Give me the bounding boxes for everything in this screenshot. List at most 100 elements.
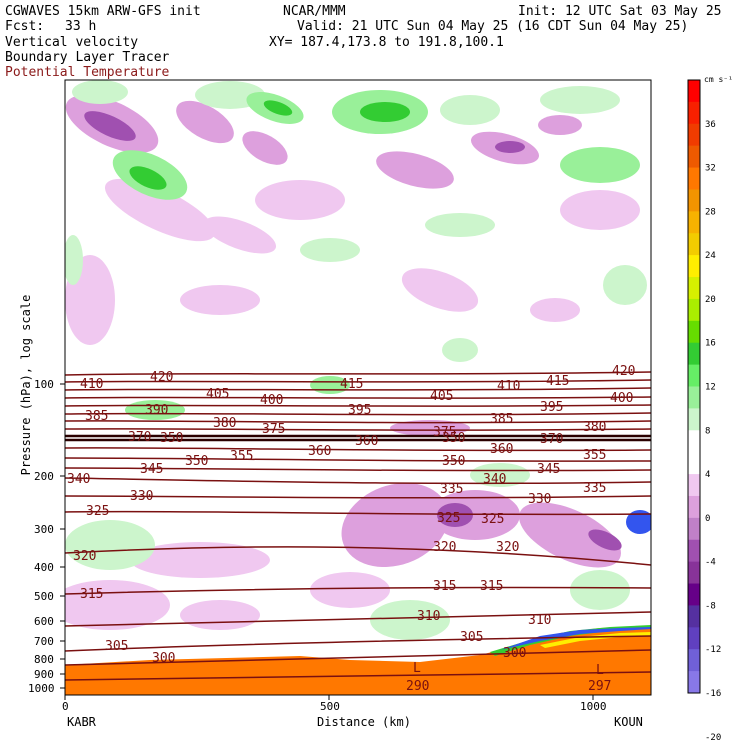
isotherm-label: 335 [583, 481, 606, 496]
vv-neg-core [437, 503, 473, 527]
isotherm-label: 320 [433, 540, 456, 555]
isotherm-label: 315 [433, 579, 456, 594]
y-tick-label: 1000 [28, 682, 55, 695]
isotherm-label: 420 [612, 364, 635, 379]
colorbar-swatch [688, 452, 700, 475]
isentrope [65, 428, 651, 431]
colorbar-swatch [688, 80, 700, 103]
isotherm-label: 320 [73, 549, 96, 564]
isotherm-label: 340 [67, 472, 90, 487]
colorbar-label: -12 [705, 645, 721, 655]
colorbar-label: 0 [705, 514, 710, 524]
isotherm-label: 310 [528, 613, 551, 628]
org-label: NCAR/MMM [283, 4, 346, 19]
vv-pos-core [129, 166, 167, 190]
isotherm-label: 330 [528, 492, 551, 507]
y-tick-label: 200 [34, 470, 54, 483]
isentropes [65, 371, 651, 681]
isotherm-label: 360 [355, 434, 378, 449]
isentrope [65, 635, 651, 652]
colorbar-swatch [688, 145, 700, 169]
isotherm-label: 380 [583, 420, 606, 435]
isotherm-label: 310 [417, 609, 440, 624]
colorbar-swatch [688, 386, 700, 409]
isentrope [65, 586, 651, 595]
vv-neg-blob [203, 216, 277, 254]
colorbar-label: -16 [705, 689, 721, 699]
valid-time: Valid: 21 UTC Sun 04 May 25 (16 CDT Sun … [297, 19, 689, 34]
isentrope [65, 477, 651, 485]
legend-line-boundary-tracer: Boundary Layer Tracer [5, 50, 170, 65]
isotherm-label: 415 [340, 377, 363, 392]
y-tick-label: 400 [34, 561, 54, 574]
vv-neg-blob [401, 268, 479, 312]
isotherm-label: 315 [80, 587, 103, 602]
colorbar-swatch [688, 233, 700, 256]
isotherm-label: 400 [260, 393, 283, 408]
colorbar-swatch [688, 364, 700, 387]
colorbar-swatch [688, 298, 700, 322]
isotherm-label: 305 [105, 639, 128, 654]
vv-neg-blob [180, 285, 260, 315]
isotherm-label: 415 [546, 374, 569, 389]
vv-neg-blob [104, 178, 216, 242]
isotherm-label: 345 [537, 462, 560, 477]
vv-neg-core [84, 111, 136, 141]
model-title: CGWAVES 15km ARW-GFS init [5, 4, 201, 19]
colorbar-label: 16 [705, 339, 716, 349]
colorbar-label: 32 [705, 164, 716, 174]
isentrope [65, 495, 651, 499]
isentrope [65, 546, 651, 566]
y-tick-label: 300 [34, 523, 54, 536]
xy-coords: XY= 187.4,173.8 to 191.8,100.1 [269, 35, 504, 50]
colorbar-swatch [688, 255, 700, 278]
colorbar-swatch [688, 342, 700, 366]
isotherm-label: 400 [610, 391, 633, 406]
isotherm-label: 355 [230, 449, 253, 464]
vv-neg-blob [130, 542, 270, 578]
isotherm-label: 370 [128, 430, 151, 445]
forecast-hours: 33 h [65, 19, 97, 34]
vv-pos-blob [370, 600, 450, 640]
colorbar-unit: cm s⁻¹ [704, 75, 733, 84]
colorbar-label: 36 [705, 120, 716, 130]
isotherm-label: 420 [150, 370, 173, 385]
vv-pos-blob [65, 520, 155, 570]
isotherm-label: 385 [85, 409, 108, 424]
colorbar-swatch [688, 408, 700, 431]
isentrope [65, 387, 651, 391]
colorbar-label: 12 [705, 383, 716, 393]
colorbar-swatch [688, 605, 700, 628]
isotherm-label: 410 [80, 377, 103, 392]
vv-pos-blob [65, 235, 83, 285]
colorbar-swatch [688, 320, 700, 344]
isentrope [65, 467, 651, 472]
colorbar [687, 79, 701, 694]
colorbar-swatch [688, 495, 700, 519]
isotherm-label: 297 [588, 679, 611, 694]
isotherm-label: 315 [480, 579, 503, 594]
vv-neg-core [495, 141, 525, 153]
colorbar-label: 24 [705, 251, 716, 261]
vv-neg-blob [255, 180, 345, 220]
vv-pos-blob [72, 80, 128, 104]
isotherm-label: 350 [442, 454, 465, 469]
colorbar-label: 4 [705, 470, 710, 480]
vv-pos-blob [603, 265, 647, 305]
isotherm-label: 385 [490, 412, 513, 427]
isentrope [65, 379, 651, 383]
isentrope [65, 371, 651, 376]
colorbar-label: 28 [705, 207, 716, 217]
vv-pos-core [263, 100, 293, 116]
isentrope-labels: 420 410 415 420 410 415 405 400 405 400 … [67, 364, 635, 694]
colorbar-swatch [688, 123, 700, 147]
isentrope [65, 611, 651, 627]
forecast-label: Fcst: [5, 19, 45, 34]
vv-neg-core [588, 529, 622, 551]
y-tick-label: 800 [34, 653, 54, 666]
vv-neg-blob [390, 420, 470, 436]
x-end-station: KOUN [614, 715, 643, 729]
isotherm-label: 375 [262, 422, 285, 437]
isentrope [65, 447, 651, 452]
isotherm-label: 410 [497, 379, 520, 394]
